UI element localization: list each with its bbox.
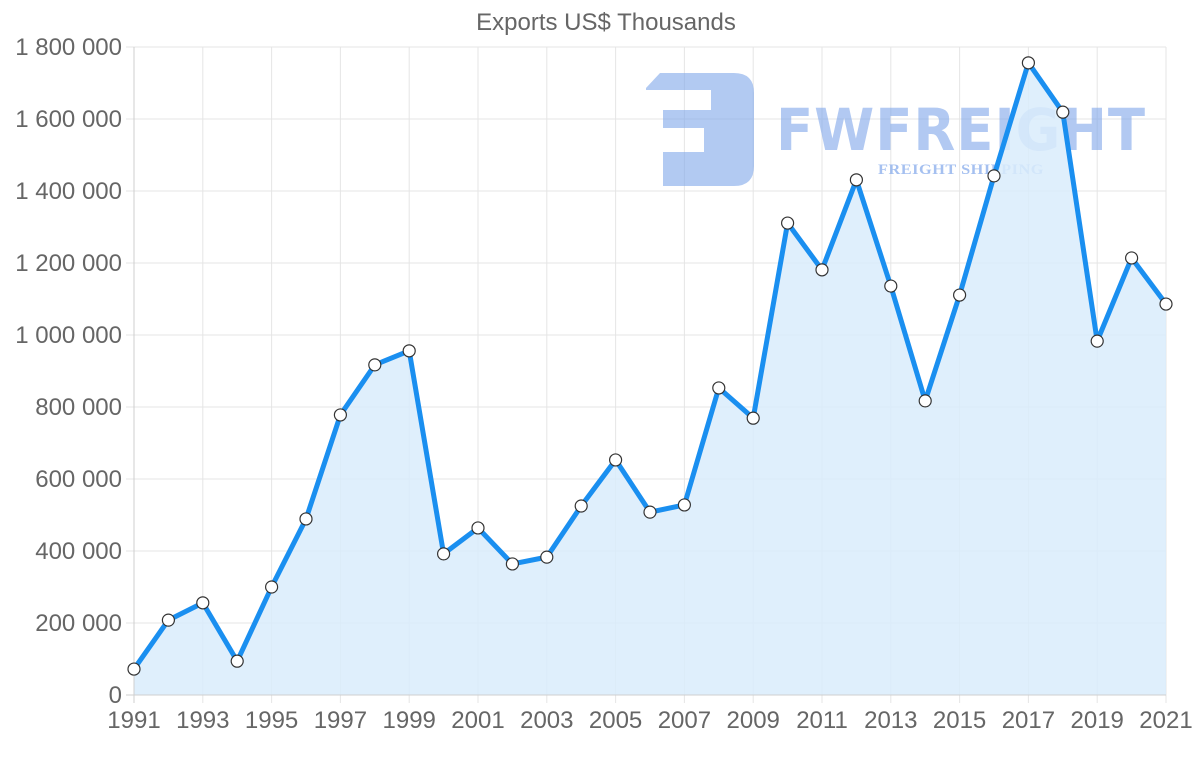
data-point[interactable]: [471, 521, 485, 535]
y-tick-label: 800 000: [35, 394, 122, 421]
data-point[interactable]: [437, 547, 451, 561]
data-point[interactable]: [505, 557, 520, 571]
data-point[interactable]: [746, 411, 760, 425]
data-point[interactable]: [574, 499, 588, 513]
data-point[interactable]: [643, 505, 657, 519]
data-point[interactable]: [230, 654, 244, 668]
chart-title: Exports US$ Thousands: [476, 9, 736, 36]
data-point[interactable]: [1021, 56, 1036, 70]
data-point[interactable]: [161, 613, 175, 627]
y-tick-label: 1 200 000: [15, 250, 122, 277]
x-tick-label: 1999: [383, 707, 436, 734]
y-tick-label: 400 000: [35, 538, 122, 565]
y-tick-label: 1 400 000: [15, 178, 122, 205]
x-tick-label: 1993: [176, 707, 229, 734]
data-point[interactable]: [849, 173, 864, 187]
data-point[interactable]: [368, 358, 382, 372]
x-tick-label: 1991: [107, 707, 160, 734]
data-point[interactable]: [987, 169, 1001, 183]
data-point[interactable]: [1159, 297, 1173, 311]
data-point[interactable]: [299, 512, 313, 526]
x-axis-labels: 1991 1993 1995 1997 1999 2001 2003 2005 2007 2009…: [107, 707, 1192, 734]
data-point[interactable]: [1056, 105, 1070, 119]
data-points: [127, 56, 1173, 676]
data-point[interactable]: [1090, 334, 1104, 348]
watermark-brand: FWFREIGHT: [776, 96, 1146, 164]
x-tick-label: 2015: [933, 707, 986, 734]
data-point[interactable]: [1124, 251, 1139, 265]
watermark-logo-icon: [646, 73, 754, 186]
data-point[interactable]: [127, 662, 141, 676]
y-tick-label: 0: [109, 682, 122, 709]
x-tick-label: 2013: [864, 707, 917, 734]
x-tick-label: 2017: [1002, 707, 1055, 734]
y-tick-label: 1 600 000: [15, 106, 122, 133]
data-point[interactable]: [265, 580, 279, 594]
y-tick-label: 1 000 000: [15, 322, 122, 349]
y-tick-label: 1 800 000: [15, 34, 122, 61]
x-tick-label: 2019: [1071, 707, 1124, 734]
x-tick-label: 2007: [658, 707, 711, 734]
data-point[interactable]: [884, 279, 898, 293]
x-tick-label: 2001: [451, 707, 504, 734]
data-point[interactable]: [196, 596, 210, 610]
data-point[interactable]: [333, 408, 347, 422]
x-tick-label: 2021: [1139, 707, 1192, 734]
data-point[interactable]: [712, 381, 726, 395]
y-axis-labels: 0 200 000 400 000 600 000 800 000 1 000 000 1 …: [15, 34, 122, 709]
data-point[interactable]: [780, 216, 795, 230]
y-tick-label: 200 000: [35, 610, 122, 637]
data-point[interactable]: [608, 453, 623, 467]
data-point[interactable]: [815, 263, 829, 277]
x-tick-label: 1997: [314, 707, 367, 734]
x-tick-label: 2005: [589, 707, 642, 734]
data-point[interactable]: [952, 288, 967, 302]
x-tick-label: 2011: [796, 707, 848, 734]
x-tick-label: 2009: [727, 707, 780, 734]
x-tick-label: 1995: [245, 707, 298, 734]
data-point[interactable]: [918, 394, 932, 408]
x-tick-label: 2003: [520, 707, 573, 734]
area-fill: [134, 62, 1166, 695]
data-point[interactable]: [677, 498, 692, 512]
data-point[interactable]: [540, 550, 554, 564]
y-tick-label: 600 000: [35, 466, 122, 493]
data-point[interactable]: [402, 344, 416, 358]
